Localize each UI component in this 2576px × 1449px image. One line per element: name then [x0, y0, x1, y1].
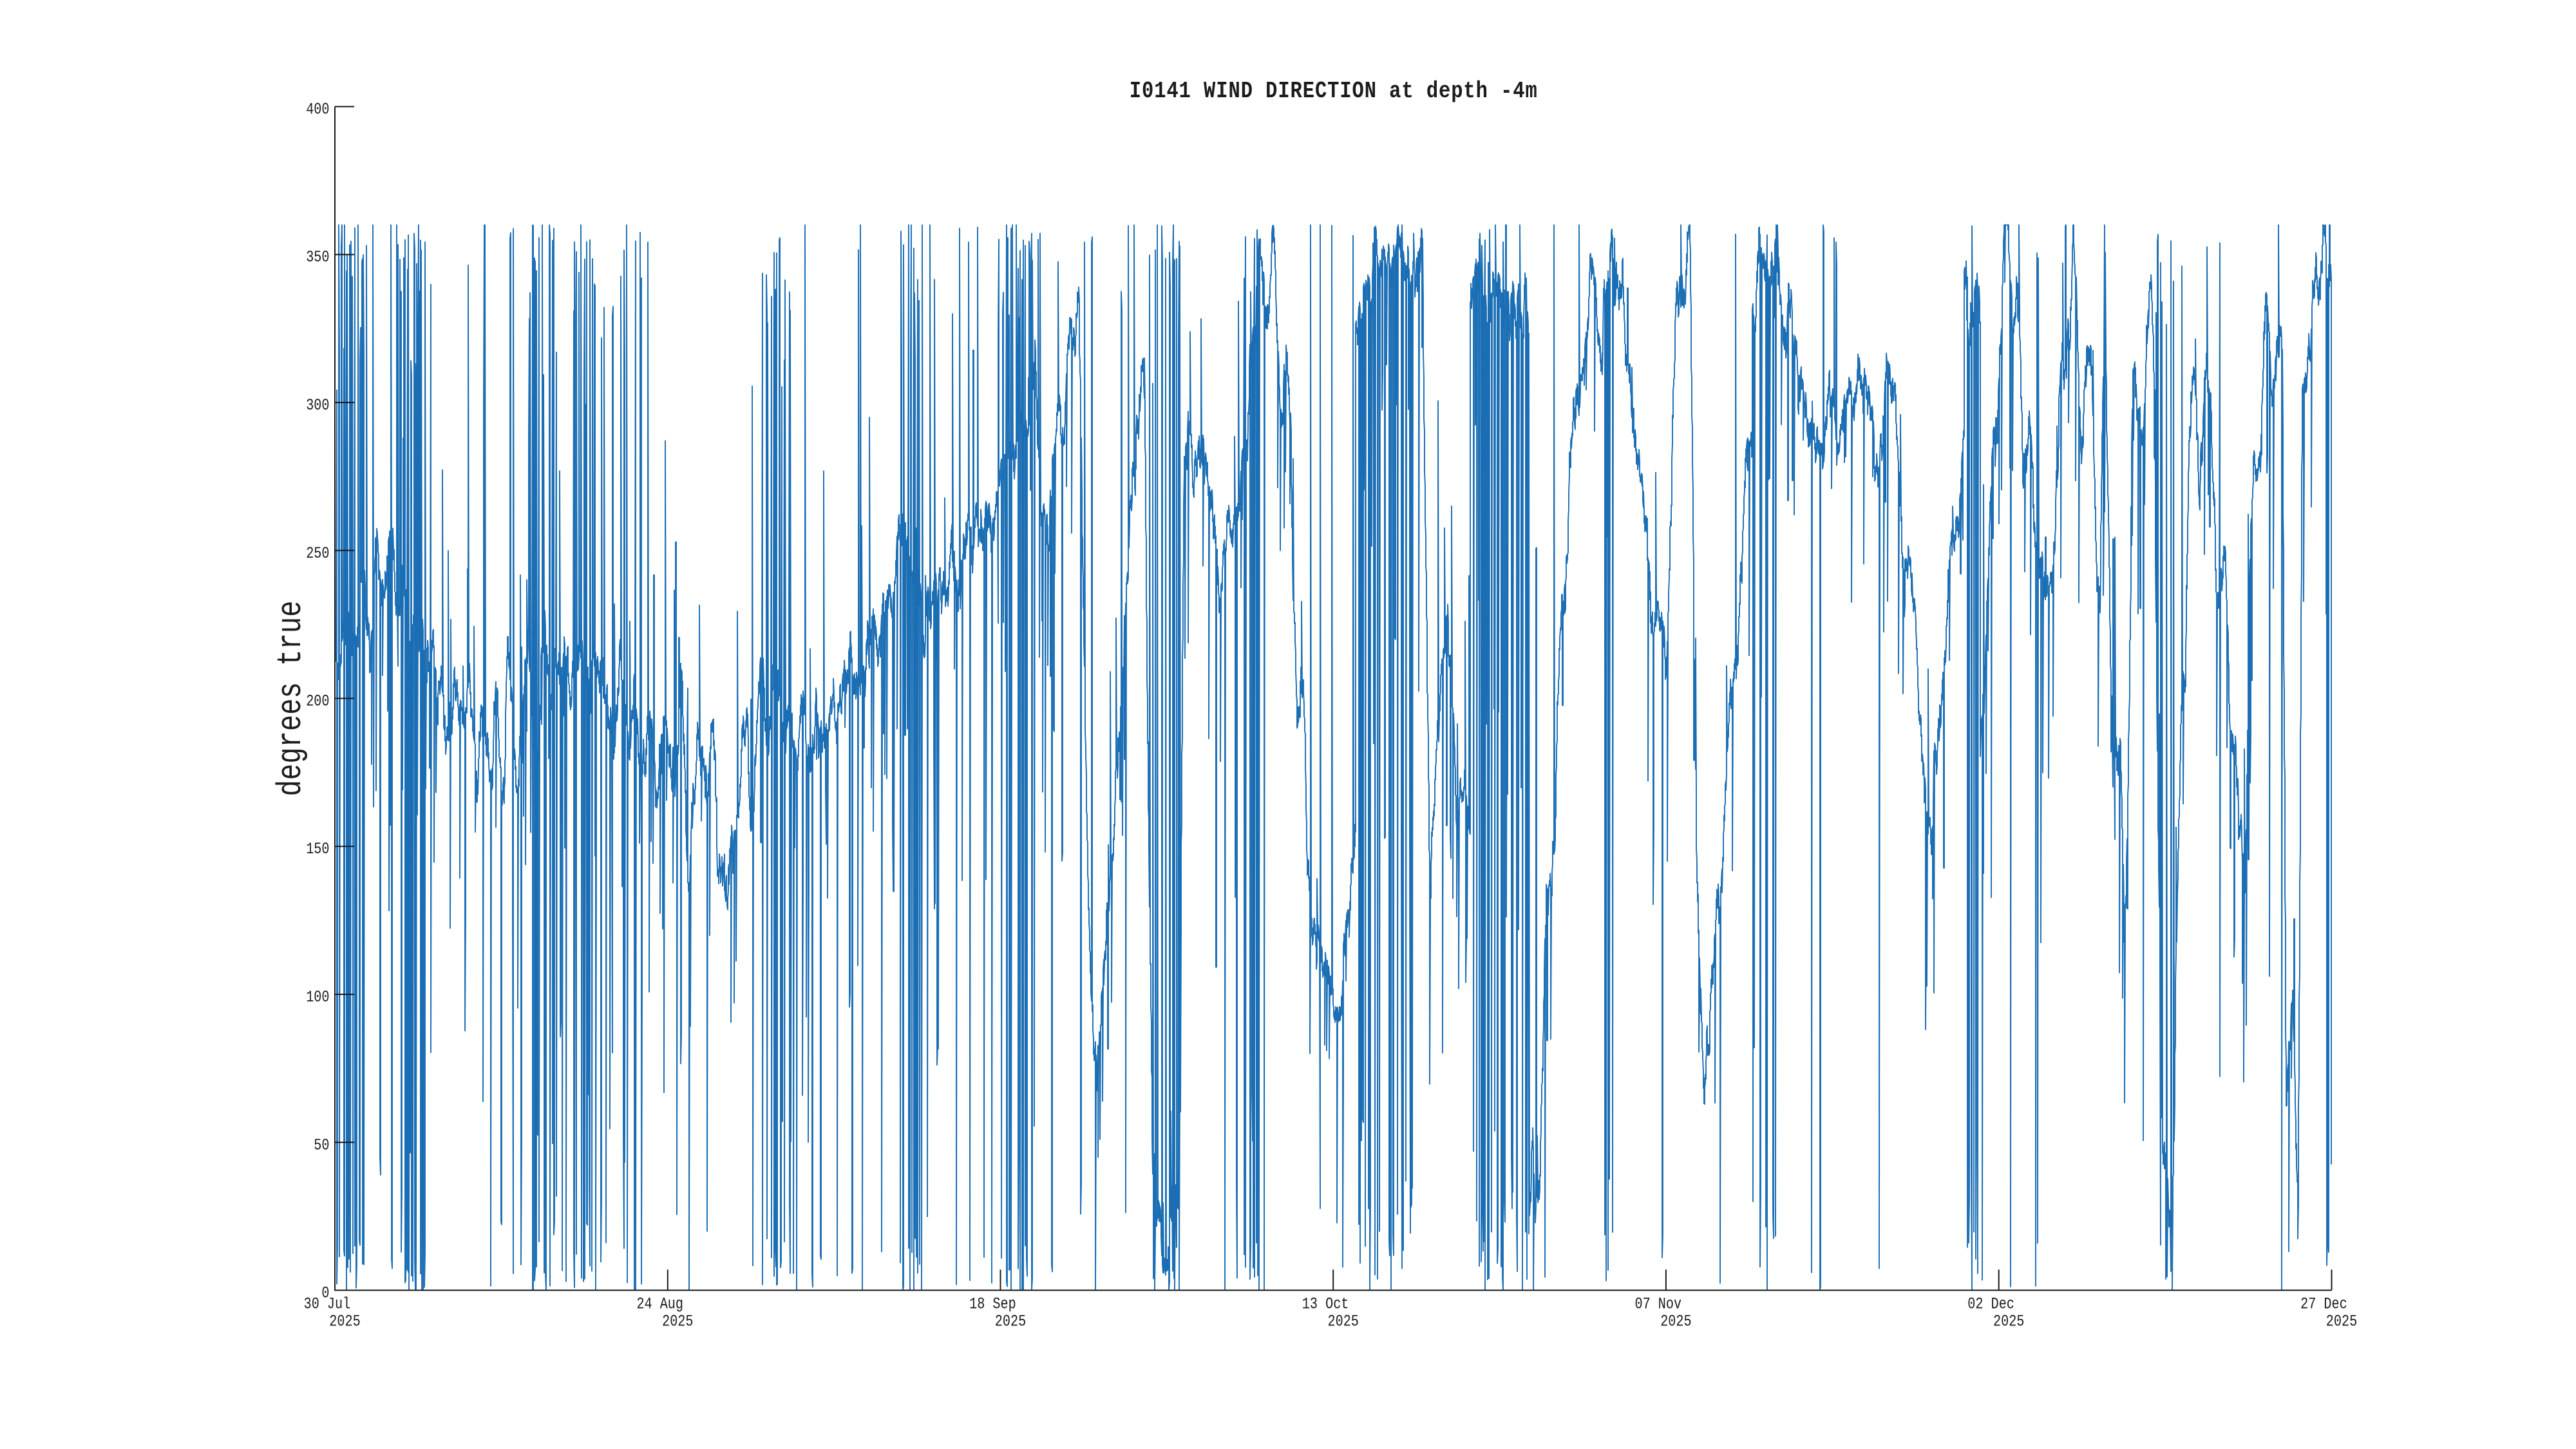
svg-text:50: 50 [314, 1136, 329, 1155]
svg-text:2025: 2025 [1993, 1312, 2024, 1331]
svg-text:2025: 2025 [662, 1312, 693, 1331]
svg-text:350: 350 [306, 248, 329, 267]
svg-text:200: 200 [306, 692, 329, 710]
svg-text:30 Jul: 30 Jul [304, 1294, 351, 1313]
svg-text:400: 400 [306, 100, 329, 118]
svg-text:2025: 2025 [329, 1312, 360, 1331]
svg-text:2025: 2025 [1660, 1312, 1691, 1331]
svg-text:I0141 WIND DIRECTION at depth: I0141 WIND DIRECTION at depth -4m [1130, 78, 1537, 104]
svg-text:2025: 2025 [995, 1312, 1026, 1331]
svg-text:13 Oct: 13 Oct [1302, 1294, 1349, 1313]
svg-text:0: 0 [321, 1283, 329, 1302]
svg-text:300: 300 [306, 396, 329, 415]
svg-text:150: 150 [306, 840, 329, 858]
svg-text:degrees true: degrees true [272, 601, 311, 797]
svg-text:27 Dec: 27 Dec [2300, 1294, 2347, 1313]
svg-text:250: 250 [306, 544, 329, 563]
svg-text:100: 100 [306, 988, 329, 1007]
svg-text:02 Dec: 02 Dec [1967, 1294, 2014, 1313]
svg-text:24 Aug: 24 Aug [636, 1294, 683, 1313]
svg-text:07 Nov: 07 Nov [1635, 1294, 1682, 1313]
svg-text:2025: 2025 [1328, 1312, 1359, 1331]
svg-text:2025: 2025 [2326, 1312, 2357, 1331]
svg-text:18 Sep: 18 Sep [969, 1294, 1016, 1313]
